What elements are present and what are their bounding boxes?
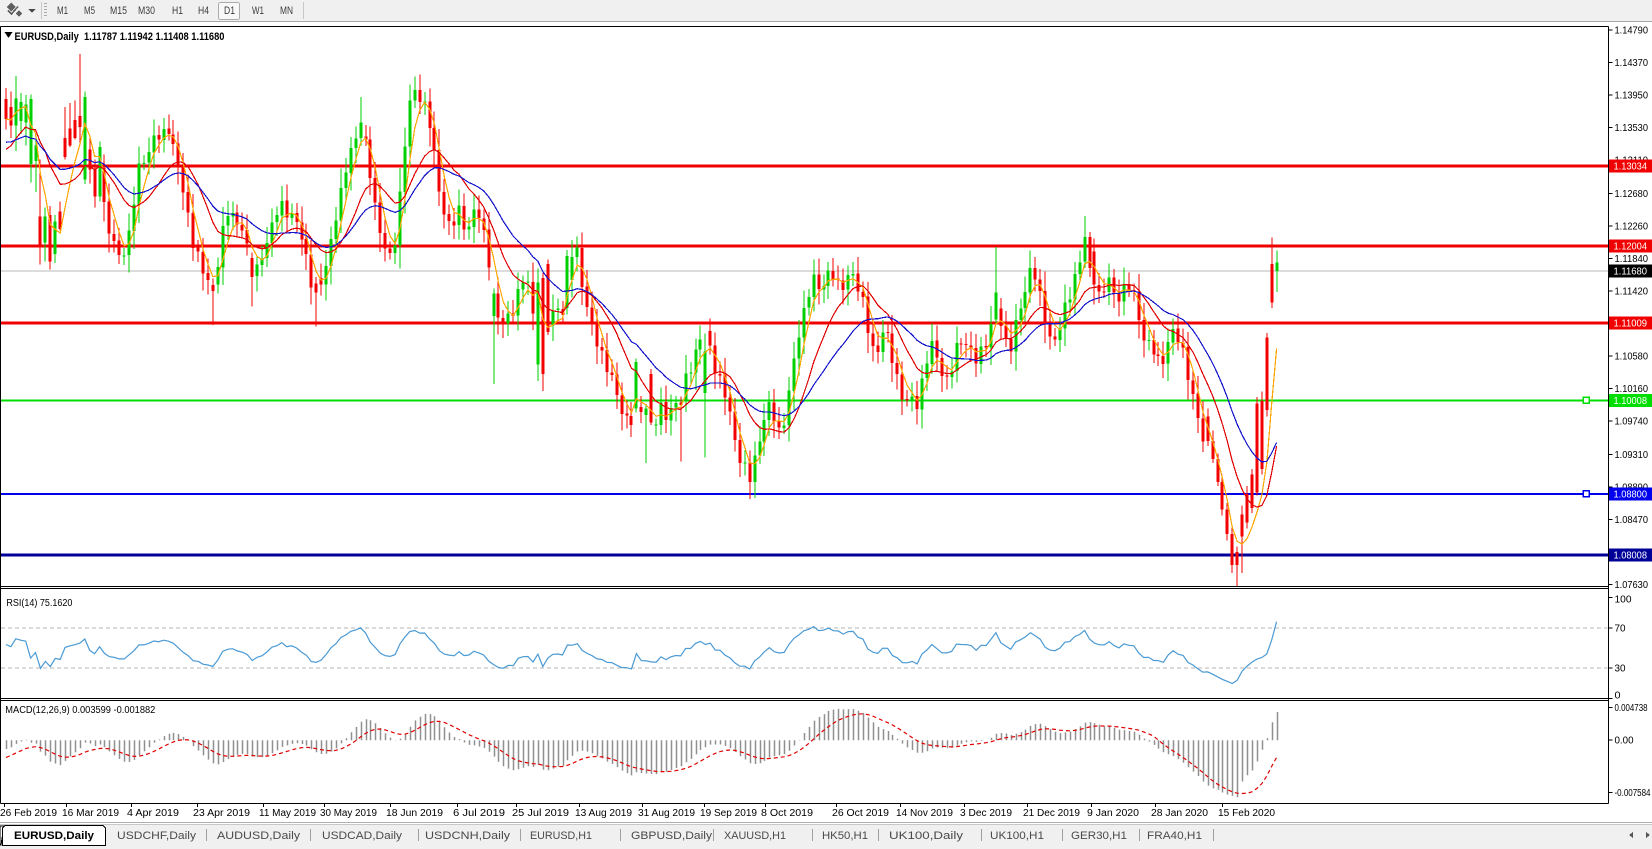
svg-text:26 Oct 2019: 26 Oct 2019 [832, 808, 889, 819]
svg-text:1.08470: 1.08470 [1615, 515, 1649, 526]
svg-text:25 Jul 2019: 25 Jul 2019 [512, 808, 569, 819]
svg-text:EURUSD,Daily 1.11787 1.11942: EURUSD,Daily 1.11787 1.11942 1.11408 1.1… [15, 31, 225, 43]
svg-text:M1: M1 [57, 5, 68, 17]
svg-text:AUDUSD,Daily: AUDUSD,Daily [217, 830, 301, 842]
svg-text:19 Sep 2019: 19 Sep 2019 [700, 808, 757, 819]
svg-text:23 Apr 2019: 23 Apr 2019 [193, 808, 250, 819]
svg-text:11 May 2019: 11 May 2019 [259, 808, 316, 819]
svg-text:GER30,H1: GER30,H1 [1071, 830, 1127, 842]
svg-text:1.10580: 1.10580 [1615, 352, 1649, 363]
svg-text:H4: H4 [198, 5, 209, 17]
svg-text:D1: D1 [224, 5, 235, 17]
svg-text:1.11840: 1.11840 [1615, 254, 1649, 265]
svg-text:USDCNH,Daily: USDCNH,Daily [425, 830, 511, 842]
svg-text:1.11009: 1.11009 [1614, 318, 1648, 329]
svg-text:UK100,H1: UK100,H1 [990, 830, 1044, 842]
svg-text:1.13950: 1.13950 [1615, 91, 1649, 102]
svg-text:6 Jul 2019: 6 Jul 2019 [453, 808, 505, 819]
svg-text:M5: M5 [84, 5, 95, 17]
svg-text:HK50,H1: HK50,H1 [822, 830, 868, 842]
svg-text:1.11680: 1.11680 [1614, 266, 1648, 277]
svg-text:1.07630: 1.07630 [1615, 580, 1649, 591]
svg-text:1.10160: 1.10160 [1615, 384, 1649, 395]
svg-text:3 Dec 2019: 3 Dec 2019 [960, 808, 1012, 819]
svg-text:-0.007584: -0.007584 [1615, 788, 1651, 799]
svg-text:26 Feb 2019: 26 Feb 2019 [0, 808, 57, 819]
svg-text:1.08008: 1.08008 [1614, 551, 1648, 562]
svg-text:70: 70 [1615, 623, 1626, 634]
svg-text:GBPUSD,Daily: GBPUSD,Daily [631, 830, 713, 842]
svg-text:H1: H1 [172, 5, 183, 17]
svg-text:EURUSD,Daily: EURUSD,Daily [14, 830, 95, 842]
svg-text:100: 100 [1615, 595, 1632, 606]
svg-text:4 Apr 2019: 4 Apr 2019 [127, 808, 179, 819]
svg-text:9 Jan 2020: 9 Jan 2020 [1087, 808, 1139, 819]
svg-text:USDCHF,Daily: USDCHF,Daily [117, 830, 197, 842]
svg-text:UK100,Daily: UK100,Daily [889, 830, 964, 842]
svg-text:14 Nov 2019: 14 Nov 2019 [896, 808, 953, 819]
svg-text:1.12004: 1.12004 [1614, 241, 1648, 252]
svg-text:8 Oct 2019: 8 Oct 2019 [761, 808, 813, 819]
svg-text:1.11420: 1.11420 [1615, 287, 1649, 298]
svg-text:18 Jun 2019: 18 Jun 2019 [386, 808, 443, 819]
svg-text:30 May 2019: 30 May 2019 [320, 808, 377, 819]
svg-text:MACD(12,26,9) 0.003599 -0.0018: MACD(12,26,9) 0.003599 -0.001882 [5, 705, 155, 716]
svg-text:1.13034: 1.13034 [1614, 162, 1648, 173]
svg-text:1.12260: 1.12260 [1615, 222, 1649, 233]
svg-text:0.004738: 0.004738 [1615, 703, 1648, 714]
svg-text:EURUSD,H1: EURUSD,H1 [530, 830, 592, 842]
svg-text:FRA40,H1: FRA40,H1 [1147, 830, 1202, 842]
svg-text:16 Mar 2019: 16 Mar 2019 [62, 808, 119, 819]
svg-text:USDCAD,Daily: USDCAD,Daily [322, 830, 403, 842]
svg-text:1.14790: 1.14790 [1615, 26, 1649, 37]
svg-text:28 Jan 2020: 28 Jan 2020 [1151, 808, 1208, 819]
svg-text:1.10008: 1.10008 [1614, 396, 1648, 407]
svg-text:15 Feb 2020: 15 Feb 2020 [1218, 808, 1275, 819]
svg-text:1.09740: 1.09740 [1615, 417, 1649, 428]
svg-text:XAUUSD,H1: XAUUSD,H1 [724, 830, 786, 842]
svg-text:0.00: 0.00 [1615, 736, 1634, 747]
svg-text:30: 30 [1615, 664, 1626, 675]
svg-text:1.13530: 1.13530 [1615, 123, 1649, 134]
svg-text:1.14370: 1.14370 [1615, 58, 1649, 69]
svg-text:1.09310: 1.09310 [1615, 450, 1649, 461]
svg-text:MN: MN [280, 5, 293, 17]
svg-text:W1: W1 [252, 5, 264, 17]
svg-text:0: 0 [1615, 691, 1621, 702]
svg-text:M30: M30 [138, 5, 155, 17]
svg-text:21 Dec 2019: 21 Dec 2019 [1023, 808, 1080, 819]
svg-text:1.08800: 1.08800 [1614, 489, 1648, 500]
svg-text:RSI(14) 75.1620: RSI(14) 75.1620 [6, 598, 72, 609]
svg-text:M15: M15 [110, 5, 127, 17]
svg-text:13 Aug 2019: 13 Aug 2019 [575, 808, 632, 819]
svg-text:1.12680: 1.12680 [1615, 189, 1649, 200]
svg-text:31 Aug 2019: 31 Aug 2019 [638, 808, 695, 819]
